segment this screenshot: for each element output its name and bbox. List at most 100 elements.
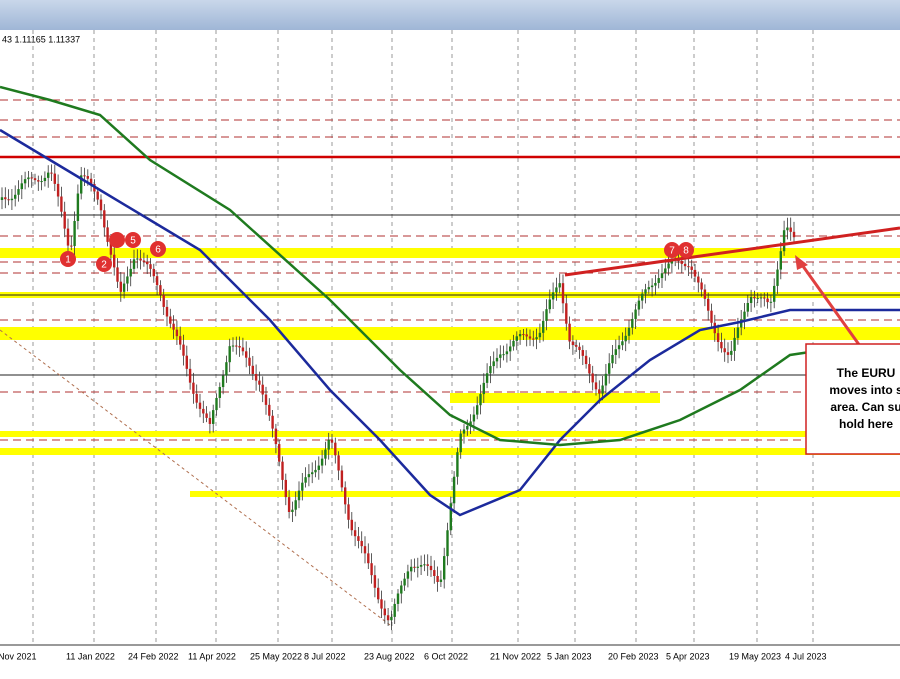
x-tick-label: 21 Nov 2022: [490, 651, 541, 661]
candle-body: [446, 530, 449, 557]
x-tick-label: 5 Jan 2023: [547, 651, 592, 661]
candle-body: [769, 301, 773, 303]
candle-body: [459, 433, 462, 453]
candle-body: [400, 585, 403, 594]
candle-body: [248, 357, 251, 366]
candle-body: [212, 410, 215, 424]
candle-body: [37, 180, 40, 182]
candle-body: [736, 327, 740, 338]
x-tick-label: 6 Oct 2022: [424, 651, 468, 661]
axis-strip: [0, 645, 900, 674]
annotation-box: [805, 343, 900, 455]
candle-body: [330, 439, 334, 443]
candle-body: [423, 564, 426, 566]
candle-body: [245, 351, 248, 358]
candle-body: [146, 261, 149, 265]
candle-body: [773, 285, 776, 302]
candle-body: [264, 394, 268, 405]
candle-body: [492, 361, 495, 367]
markers: 1 2 5 6 7 8: [60, 232, 694, 272]
candle-body: [433, 570, 436, 576]
candle-body: [565, 303, 568, 324]
candle-body: [23, 179, 27, 184]
candle-body: [311, 472, 314, 475]
candle-body: [555, 287, 558, 293]
candle-body: [202, 408, 205, 414]
candle-body: [386, 615, 390, 621]
candle-body: [159, 285, 162, 295]
candle-body: [693, 269, 697, 277]
candle-body: [314, 469, 317, 473]
candle-body: [126, 276, 129, 284]
annotation-line: hold here: [839, 417, 893, 431]
candle-body: [370, 563, 373, 576]
candle-body: [568, 323, 571, 342]
moving-average: [0, 128, 900, 517]
candle-body: [185, 355, 188, 369]
candle-body: [99, 199, 103, 211]
candle-body: [261, 384, 264, 395]
candle-body: [525, 334, 528, 337]
x-tick-label: 23 Aug 2022: [364, 651, 415, 661]
candle-body: [129, 268, 132, 277]
candle-body: [452, 476, 456, 504]
candle-body: [690, 266, 693, 270]
candle-body: [165, 306, 169, 317]
candle-body: [581, 350, 584, 356]
candle-body: [792, 231, 796, 238]
candle-body: [320, 458, 324, 466]
candle-body: [327, 439, 330, 450]
candle-body: [301, 482, 304, 491]
yellow-band: [0, 248, 900, 258]
candle-body: [571, 341, 575, 346]
candle-body: [119, 281, 122, 292]
candle-body: [76, 193, 80, 221]
candle-body: [670, 260, 674, 264]
candle-body: [113, 254, 116, 268]
candle-body: [192, 382, 195, 394]
candle-body: [624, 335, 627, 342]
candle-body: [14, 194, 17, 199]
candle-body: [373, 575, 377, 588]
candle-body: [205, 413, 208, 418]
candle-body: [225, 362, 228, 376]
candle-body: [188, 368, 192, 383]
candle-body: [482, 382, 485, 395]
candle-body: [476, 405, 479, 415]
candle-body: [789, 227, 792, 232]
candle-body: [710, 310, 713, 323]
quote-text: 43 1.11165 1.11337: [2, 34, 80, 44]
candle-body: [542, 320, 545, 333]
x-tick-label: 19 May 2023: [729, 651, 781, 661]
candle-body: [179, 336, 182, 345]
annotation: The EURU moves into s area. Can su hold her…: [829, 366, 900, 431]
candle-body: [149, 264, 152, 269]
candle-body: [393, 603, 396, 617]
candle-body: [357, 536, 360, 541]
candle-body: [254, 373, 258, 381]
candle-body: [548, 299, 551, 310]
candle-body: [489, 366, 492, 374]
candle-body: [40, 181, 43, 183]
x-tick-label: 20 Feb 2023: [608, 651, 659, 661]
candle-body: [782, 230, 786, 252]
x-tick-label: 25 May 2022: [250, 651, 302, 661]
trend-line: [564, 226, 900, 277]
yellow-band: [0, 448, 900, 455]
candle-body: [218, 387, 221, 398]
candle-body: [66, 228, 70, 246]
candle-body: [4, 197, 7, 200]
candle-body: [208, 417, 212, 424]
candle-body: [631, 318, 634, 328]
candle-body: [749, 296, 753, 304]
candle-body: [505, 351, 509, 355]
candle-body: [106, 227, 109, 242]
candle-body: [182, 344, 185, 356]
candle-body: [528, 336, 532, 339]
x-tick-label: Nov 2021: [0, 651, 37, 661]
candle-body: [274, 428, 278, 445]
candle-body: [575, 345, 578, 347]
candle-body: [660, 273, 664, 279]
candle-body: [680, 261, 683, 264]
candle-body: [449, 503, 452, 531]
